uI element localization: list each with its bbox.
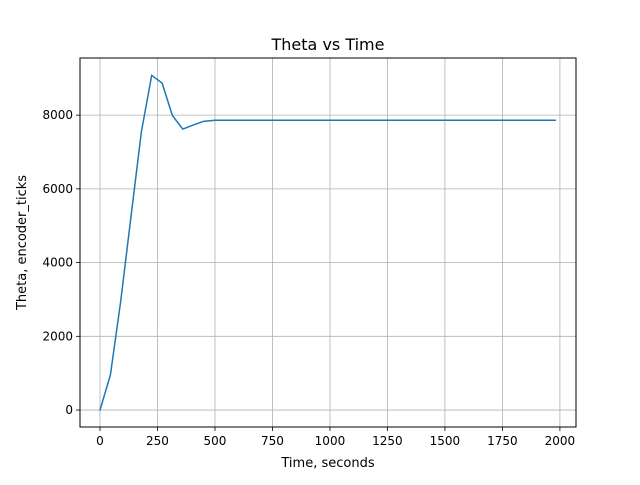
axis-ticks: 0 250 500 750 1000 1250 1500 1750 2000 0 2000 4000 6… [42,108,575,448]
x-tick-label: 0 [96,434,104,448]
x-tick-label: 1500 [430,434,461,448]
x-tick-label: 1000 [315,434,346,448]
y-tick-label: 8000 [42,108,73,122]
x-axis-label: Time, seconds [280,456,374,471]
y-tick-label: 4000 [42,256,73,270]
y-tick-label: 0 [65,403,73,417]
theta-series-line [99,74,557,411]
plot-area-frame [79,57,577,428]
x-tick-label: 500 [204,434,227,448]
chart-title: Theta vs Time [271,35,385,54]
y-axis-label: Theta, encoder_ticks [15,175,30,311]
grid-lines [80,58,576,427]
series-layer [99,74,557,411]
x-tick-label: 1750 [487,434,518,448]
x-tick-label: 750 [261,434,284,448]
x-tick-label: 250 [146,434,169,448]
y-tick-label: 2000 [42,329,73,343]
x-tick-label: 1250 [372,434,403,448]
x-tick-label: 2000 [545,434,576,448]
y-tick-label: 6000 [42,182,73,196]
